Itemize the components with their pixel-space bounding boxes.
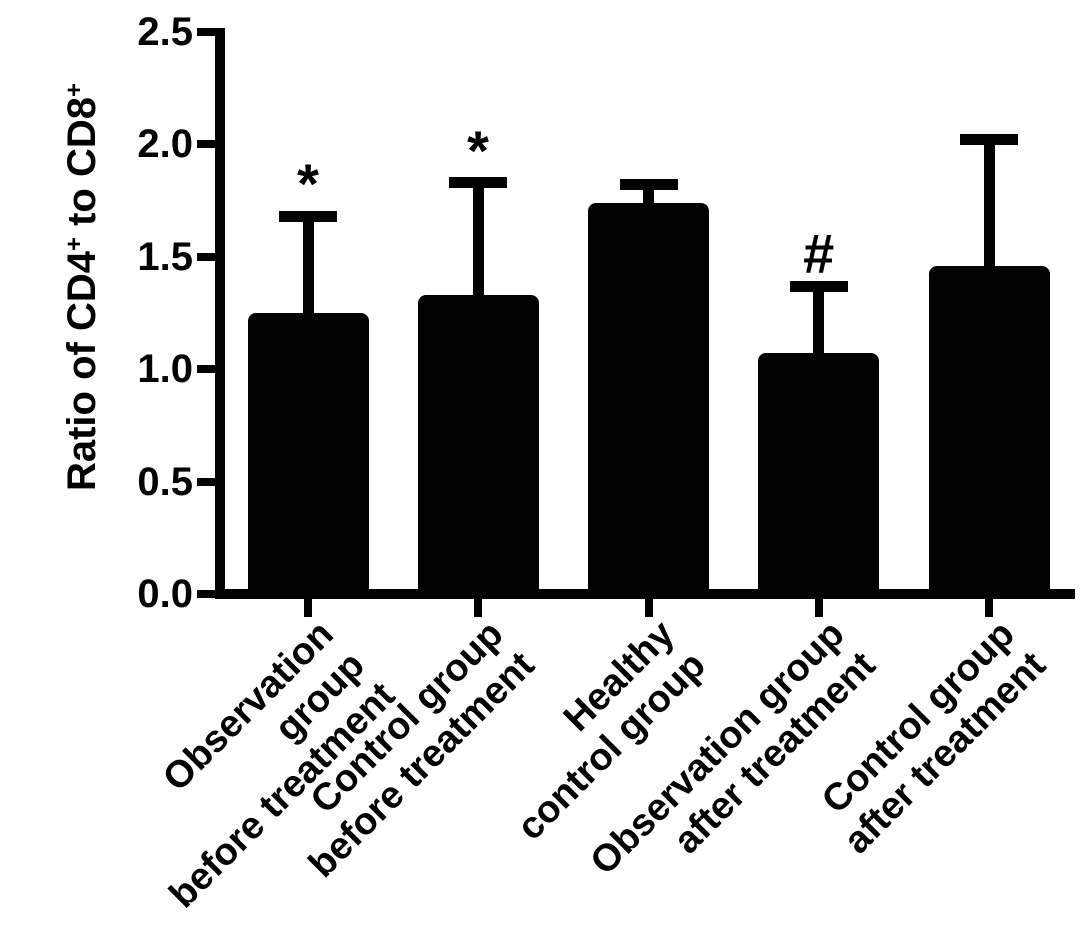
error-bar-cap bbox=[960, 134, 1018, 146]
error-bar-stem bbox=[813, 286, 825, 362]
error-bar-stem bbox=[643, 184, 654, 211]
significance-annotation: * bbox=[297, 152, 319, 216]
error-bar-cap bbox=[449, 177, 507, 189]
x-axis-line bbox=[215, 589, 1075, 599]
significance-annotation: * bbox=[467, 118, 489, 182]
bar bbox=[588, 202, 709, 594]
x-tick bbox=[304, 599, 312, 617]
y-tick bbox=[197, 28, 215, 36]
y-axis-title: Ratio of CD4+ to CD8+ bbox=[60, 82, 104, 492]
bar bbox=[928, 265, 1050, 594]
error-bar-stem bbox=[472, 182, 484, 303]
y-tick-label: 0.0 bbox=[137, 572, 193, 616]
x-tick bbox=[644, 599, 653, 617]
y-tick-label: 2.0 bbox=[137, 122, 193, 167]
y-axis-title-text-2: to CD8 bbox=[60, 97, 104, 237]
x-tick bbox=[985, 599, 993, 617]
cd8-superscript-plus: + bbox=[60, 82, 88, 97]
bar bbox=[758, 353, 880, 594]
cd4-superscript-plus: + bbox=[60, 237, 88, 252]
error-bar-cap bbox=[279, 210, 337, 222]
bar bbox=[247, 313, 369, 594]
error-bar-cap bbox=[789, 280, 848, 292]
y-tick bbox=[197, 590, 215, 598]
y-axis-title-text-1: Ratio of CD4 bbox=[60, 251, 104, 492]
bar bbox=[417, 295, 539, 594]
y-tick bbox=[197, 140, 215, 149]
error-bar-stem bbox=[983, 139, 995, 274]
y-tick-label: 1.5 bbox=[137, 234, 193, 279]
x-tick bbox=[474, 599, 482, 617]
y-tick-label: 2.5 bbox=[137, 10, 193, 54]
y-axis-line bbox=[215, 28, 225, 599]
significance-annotation: # bbox=[803, 222, 835, 286]
y-tick bbox=[197, 365, 215, 374]
error-bar-stem bbox=[302, 216, 314, 321]
y-tick bbox=[197, 477, 215, 486]
y-tick-label: 0.5 bbox=[137, 459, 193, 504]
y-tick bbox=[197, 252, 215, 261]
y-tick-label: 1.0 bbox=[137, 347, 193, 392]
x-tick bbox=[814, 599, 823, 617]
error-bar-cap bbox=[619, 179, 678, 191]
